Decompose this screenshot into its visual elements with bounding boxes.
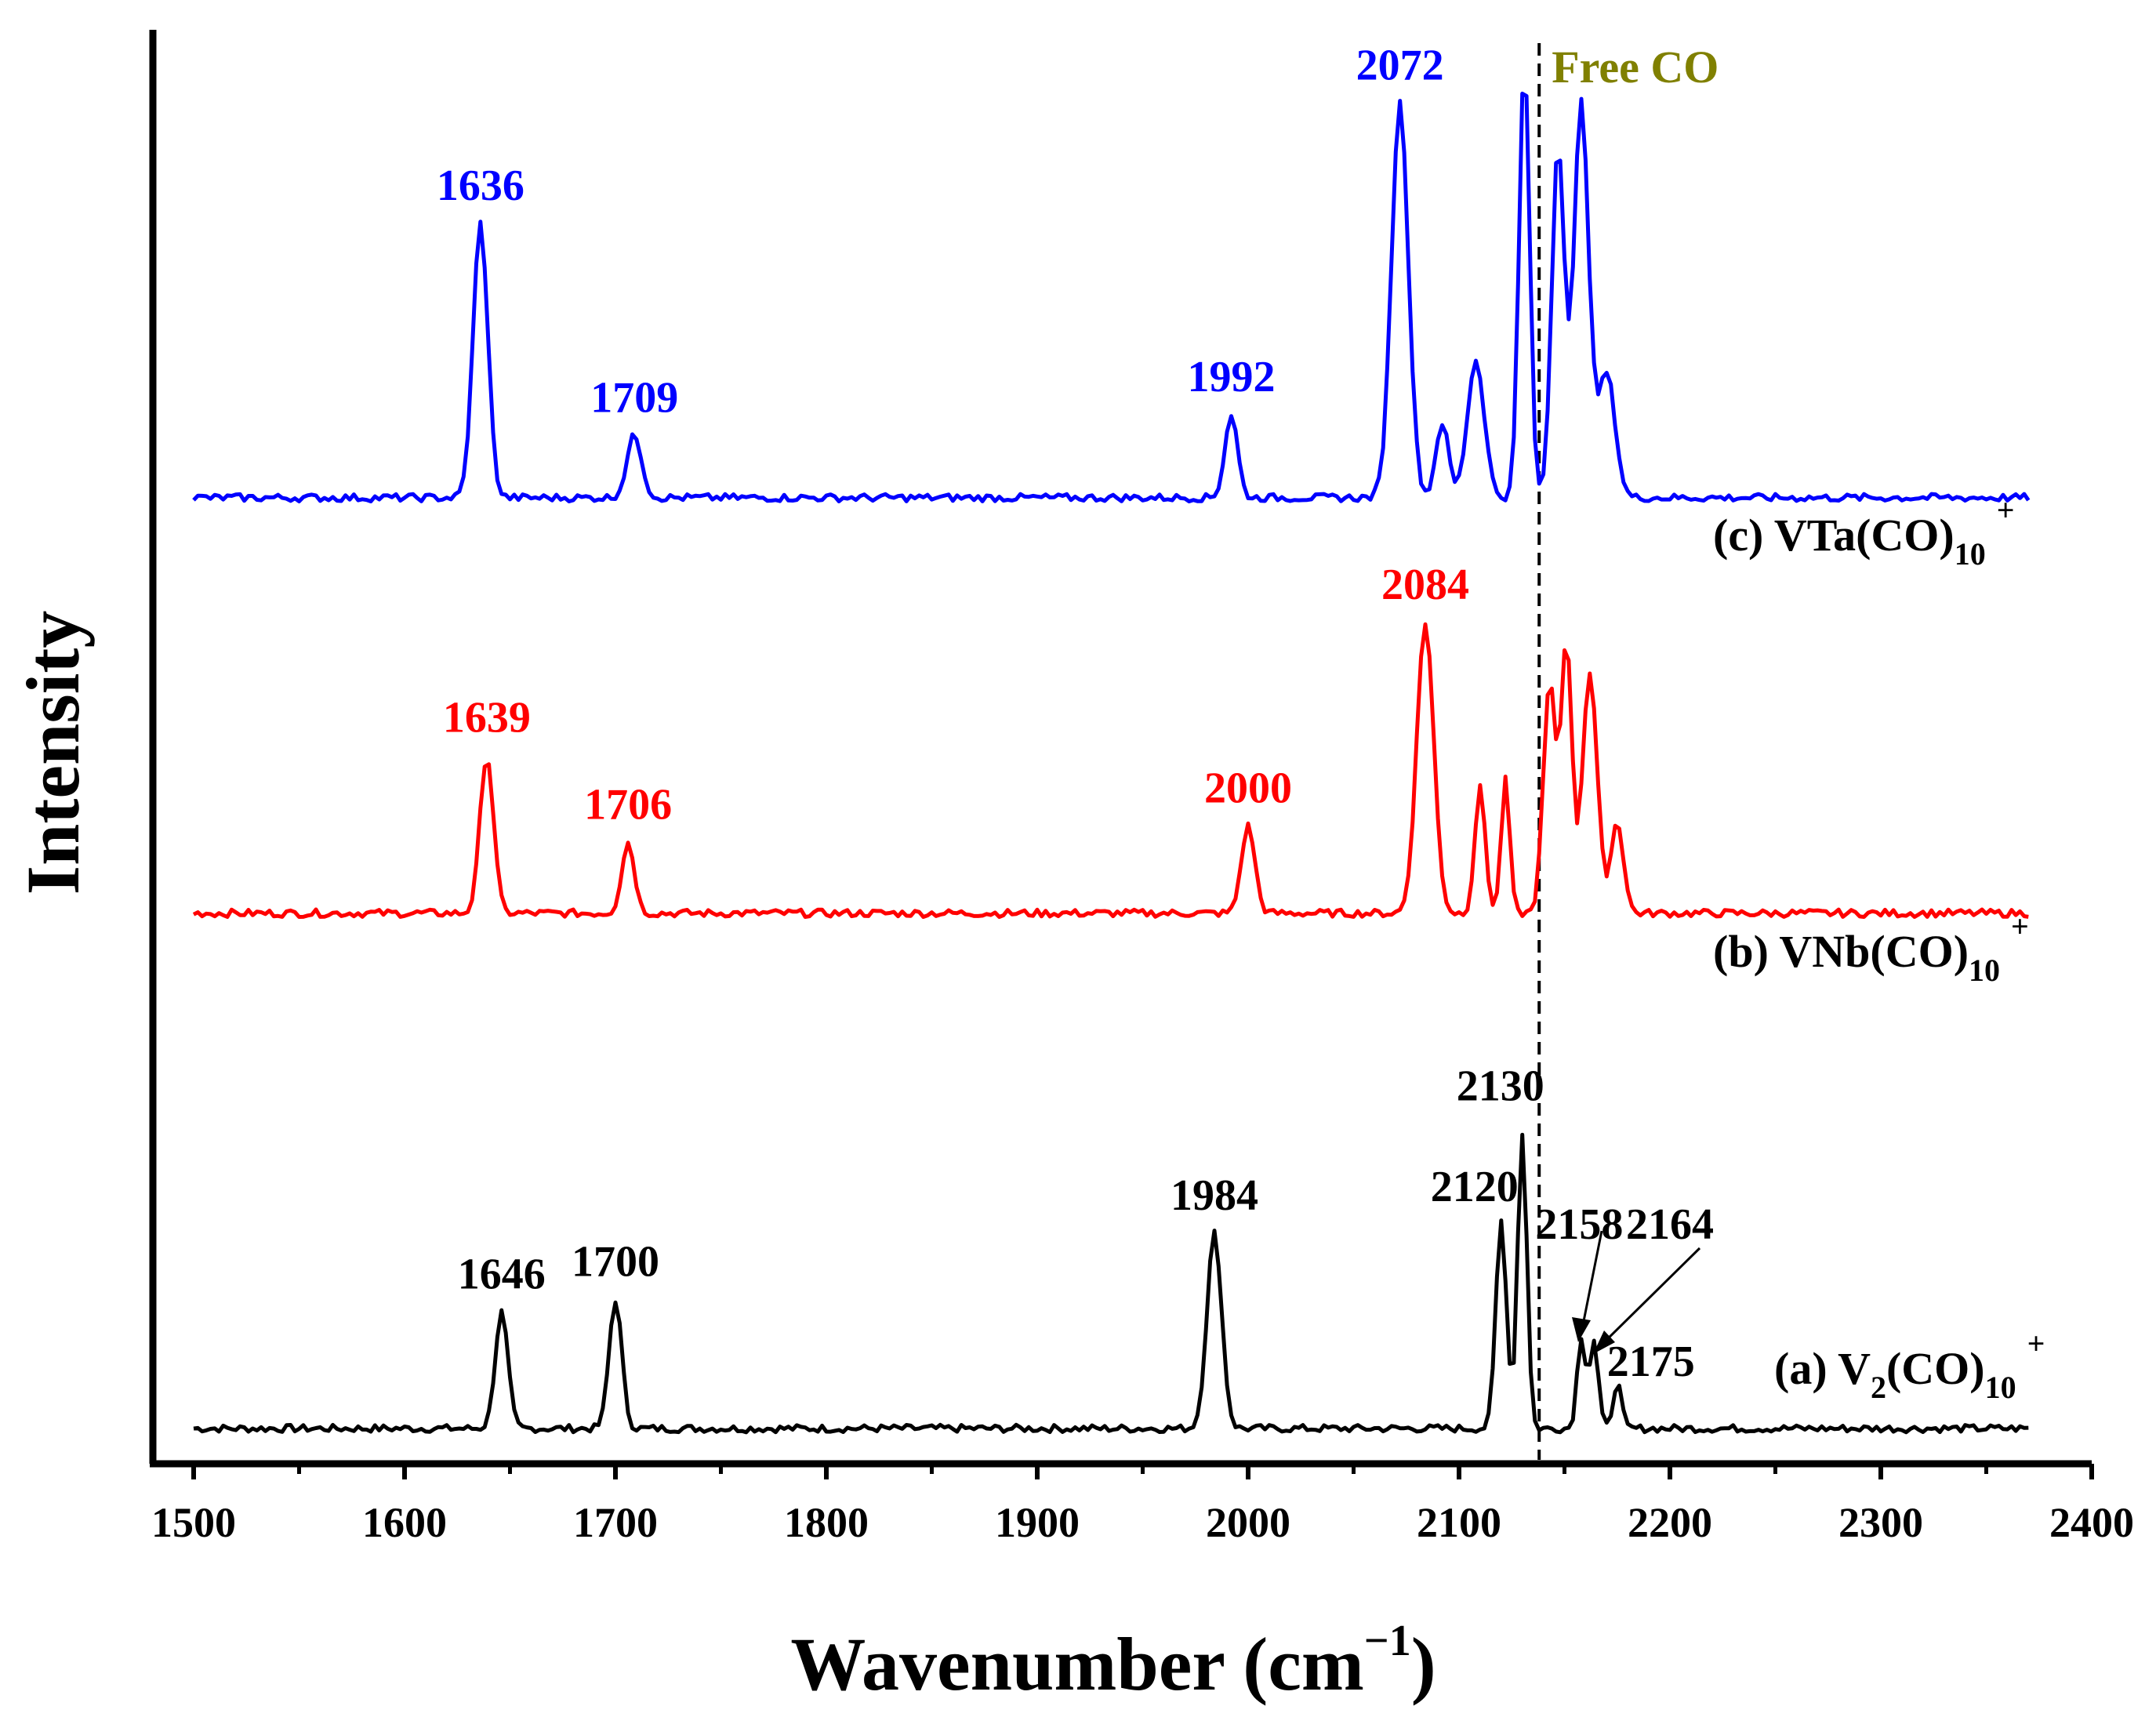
x-ticks: 1500 1600 1700 1800 1900 2000 2100 2200 2300 2400: [151, 1464, 2134, 1546]
peak-label-1992: 1992: [1187, 353, 1275, 401]
x-tick-label-2100: 2100: [1417, 1499, 1501, 1546]
x-tick-label-2300: 2300: [1838, 1499, 1923, 1546]
peak-labels: 1646 1700 1984 2120 2130 2158 2164 2175 1639 1706…: [437, 41, 1714, 1386]
peak-label-2164: 2164: [1626, 1200, 1714, 1249]
x-tick-label-1600: 1600: [362, 1499, 447, 1546]
peak-label-1646: 1646: [458, 1251, 546, 1299]
series-labels: (c) VTa(CO)10+ (b) VNb(CO)10+ (a) V2(CO)…: [1713, 492, 2045, 1405]
x-tick-label-2000: 2000: [1206, 1499, 1290, 1546]
y-axis-title: Intensity: [11, 611, 95, 895]
peak-label-1636: 1636: [437, 162, 524, 210]
peak-label-2175: 2175: [1607, 1338, 1695, 1386]
x-tick-label-1900: 1900: [995, 1499, 1080, 1546]
x-tick-label-2400: 2400: [2049, 1499, 2134, 1546]
arrow-2158: [1580, 1230, 1603, 1334]
x-tick-label-1500: 1500: [151, 1499, 236, 1546]
peak-label-1700: 1700: [572, 1238, 659, 1287]
series-layer: [192, 91, 2031, 1435]
peak-label-2072: 2072: [1356, 41, 1444, 89]
series-label-b: (b) VNb(CO)10+: [1713, 909, 2029, 988]
arrow-2164-head: [1593, 1330, 1615, 1354]
peak-arrows: [1572, 1230, 1701, 1354]
free-co-label: Free CO: [1552, 42, 1719, 93]
arrow-2164: [1598, 1247, 1701, 1349]
peak-label-1706: 1706: [584, 781, 672, 829]
x-tick-label-1700: 1700: [573, 1499, 658, 1546]
free-co-reference: Free CO: [1537, 42, 1719, 1460]
peak-label-2130: 2130: [1457, 1062, 1544, 1111]
x-tick-label-1800: 1800: [784, 1499, 869, 1546]
series-label-c: (c) VTa(CO)10+: [1713, 492, 2015, 572]
peak-label-2084: 2084: [1381, 561, 1469, 609]
peak-label-1639: 1639: [443, 693, 531, 742]
peak-label-2000: 2000: [1204, 764, 1292, 813]
peak-label-2158: 2158: [1535, 1200, 1623, 1249]
series-line-b: [192, 622, 2029, 919]
series-line-a: [193, 1132, 2029, 1435]
peak-label-1709: 1709: [590, 373, 678, 422]
x-axis-title: Wavenumber (cm−1): [790, 1617, 1436, 1706]
peak-label-1984: 1984: [1171, 1171, 1258, 1220]
axes: 1500 1600 1700 1800 1900 2000 2100 2200 2300 2400: [149, 30, 2134, 1546]
series-line-c: [192, 91, 2031, 503]
arrow-2158-head: [1572, 1317, 1591, 1342]
series-label-a: (a) V2(CO)10+: [1774, 1326, 2045, 1405]
peak-label-2120: 2120: [1431, 1163, 1519, 1211]
x-tick-label-2200: 2200: [1628, 1499, 1712, 1546]
